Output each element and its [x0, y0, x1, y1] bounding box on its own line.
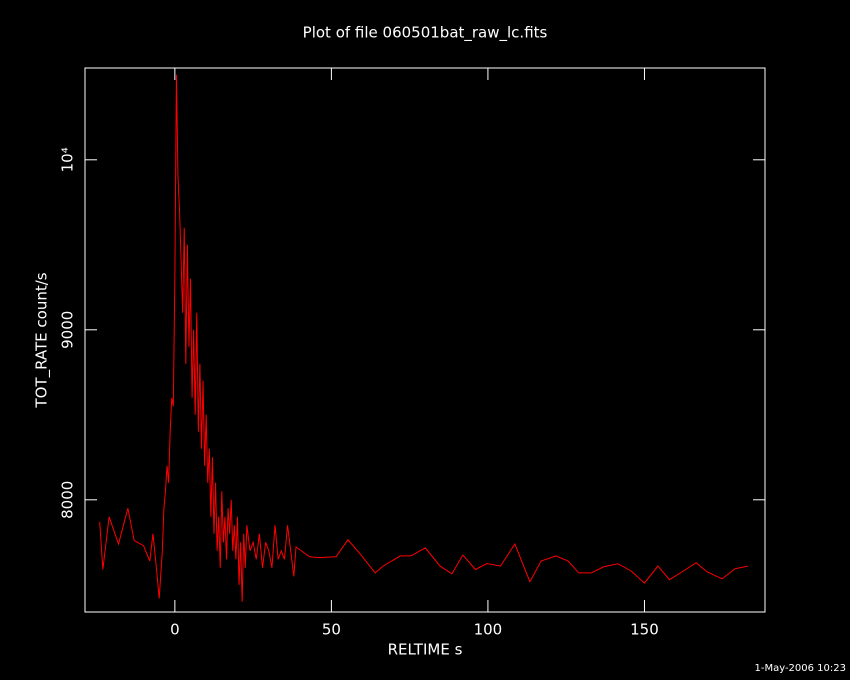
- y-axis-label: TOT_RATE count/s: [33, 272, 52, 408]
- x-axis-label: RELTIME s: [388, 641, 463, 659]
- y-tick-label: 9000: [59, 311, 77, 349]
- x-tick-label: 100: [474, 621, 503, 639]
- x-tick-label: 150: [630, 621, 659, 639]
- chart-title: Plot of file 060501bat_raw_lc.fits: [303, 24, 548, 43]
- x-tick-label: 50: [322, 621, 341, 639]
- data-line: [99, 74, 748, 602]
- footer: 1-May-2006 10:23: [754, 663, 846, 674]
- y-tick-label: 8000: [59, 481, 77, 519]
- y-tick-label: 10⁴: [59, 147, 77, 172]
- plot-frame: [84, 67, 766, 613]
- x-tick-label: 0: [170, 621, 180, 639]
